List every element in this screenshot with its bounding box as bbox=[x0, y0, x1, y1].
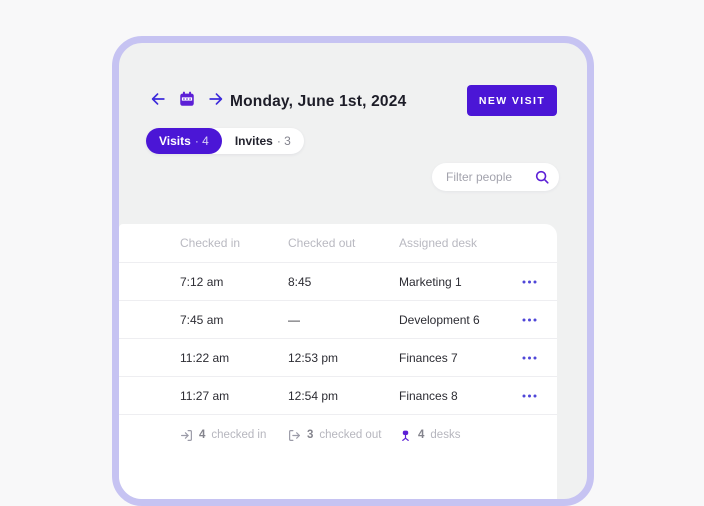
row-menu-button[interactable] bbox=[511, 350, 547, 366]
log-in-icon bbox=[180, 429, 193, 442]
right-arrow-icon bbox=[207, 90, 225, 108]
log-out-icon bbox=[288, 429, 301, 442]
table-header-row: Checked in Checked out Assigned desk bbox=[119, 224, 557, 262]
cell-checked-in: 7:45 am bbox=[180, 312, 224, 327]
desks-label: desks bbox=[430, 429, 461, 441]
table-row: 7:12 am 8:45 Marketing 1 bbox=[119, 262, 557, 300]
new-visit-button[interactable]: NEW VISIT bbox=[467, 85, 557, 116]
ellipsis-icon bbox=[522, 318, 537, 322]
checked-out-stat: 3 checked out bbox=[288, 429, 399, 442]
cell-assigned-desk: Finances 8 bbox=[399, 388, 458, 403]
row-menu-button[interactable] bbox=[511, 388, 547, 404]
tab-invites-label: Invites bbox=[234, 134, 273, 148]
visits-card: Monday, June 1st, 2024 NEW VISIT Visits … bbox=[112, 36, 594, 506]
row-menu-button[interactable] bbox=[511, 312, 547, 328]
column-header-checked-out: Checked out bbox=[288, 236, 356, 250]
calendar-icon bbox=[178, 90, 196, 108]
desks-count: 4 bbox=[418, 429, 425, 441]
filter-people-input[interactable] bbox=[432, 163, 559, 191]
search-icon[interactable] bbox=[534, 169, 550, 190]
tab-visits-label: Visits bbox=[159, 134, 191, 148]
tab-visits-count: · 4 bbox=[194, 134, 209, 148]
cell-checked-in: 11:22 am bbox=[180, 350, 230, 365]
calendar-button[interactable] bbox=[177, 89, 197, 109]
ellipsis-icon bbox=[522, 356, 537, 360]
column-header-checked-in: Checked in bbox=[180, 236, 241, 250]
table-row: 7:45 am — Development 6 bbox=[119, 300, 557, 338]
cell-checked-in: 11:27 am bbox=[180, 388, 230, 403]
desk-icon bbox=[399, 429, 412, 442]
next-day-button[interactable] bbox=[206, 89, 226, 109]
table-summary-row: 4 checked in 3 checked out 4 desks bbox=[119, 414, 557, 455]
column-header-assigned-desk: Assigned desk bbox=[399, 236, 478, 250]
checked-out-label: checked out bbox=[319, 429, 382, 441]
cell-checked-out: — bbox=[288, 312, 300, 327]
checked-in-count: 4 bbox=[199, 429, 206, 441]
page-title-date: Monday, June 1st, 2024 bbox=[230, 93, 407, 110]
table-row: 11:27 am 12:54 pm Finances 8 bbox=[119, 376, 557, 414]
row-menu-button[interactable] bbox=[511, 274, 547, 290]
cell-checked-out: 12:54 pm bbox=[288, 388, 339, 403]
previous-day-button[interactable] bbox=[148, 89, 168, 109]
cell-checked-in: 7:12 am bbox=[180, 274, 224, 289]
visits-invites-tabs: Visits · 4 Invites · 3 bbox=[146, 128, 304, 154]
table-row: 11:22 am 12:53 pm Finances 7 bbox=[119, 338, 557, 376]
cell-assigned-desk: Marketing 1 bbox=[399, 274, 462, 289]
checked-in-label: checked in bbox=[211, 429, 267, 441]
checked-out-count: 3 bbox=[307, 429, 314, 441]
visits-table: Checked in Checked out Assigned desk 7:1… bbox=[119, 224, 557, 499]
checked-in-stat: 4 checked in bbox=[180, 429, 288, 442]
date-navigation bbox=[148, 89, 226, 109]
cell-checked-out: 12:53 pm bbox=[288, 350, 339, 365]
ellipsis-icon bbox=[522, 280, 537, 284]
left-arrow-icon bbox=[149, 90, 167, 108]
desks-stat: 4 desks bbox=[399, 429, 511, 442]
tab-invites-count: · 3 bbox=[276, 134, 291, 148]
cell-assigned-desk: Finances 7 bbox=[399, 350, 458, 365]
tab-visits[interactable]: Visits · 4 bbox=[146, 128, 222, 154]
cell-checked-out: 8:45 bbox=[288, 274, 312, 289]
cell-assigned-desk: Development 6 bbox=[399, 312, 480, 327]
filter-people-container bbox=[432, 163, 559, 191]
ellipsis-icon bbox=[522, 394, 537, 398]
tab-invites[interactable]: Invites · 3 bbox=[222, 128, 304, 154]
